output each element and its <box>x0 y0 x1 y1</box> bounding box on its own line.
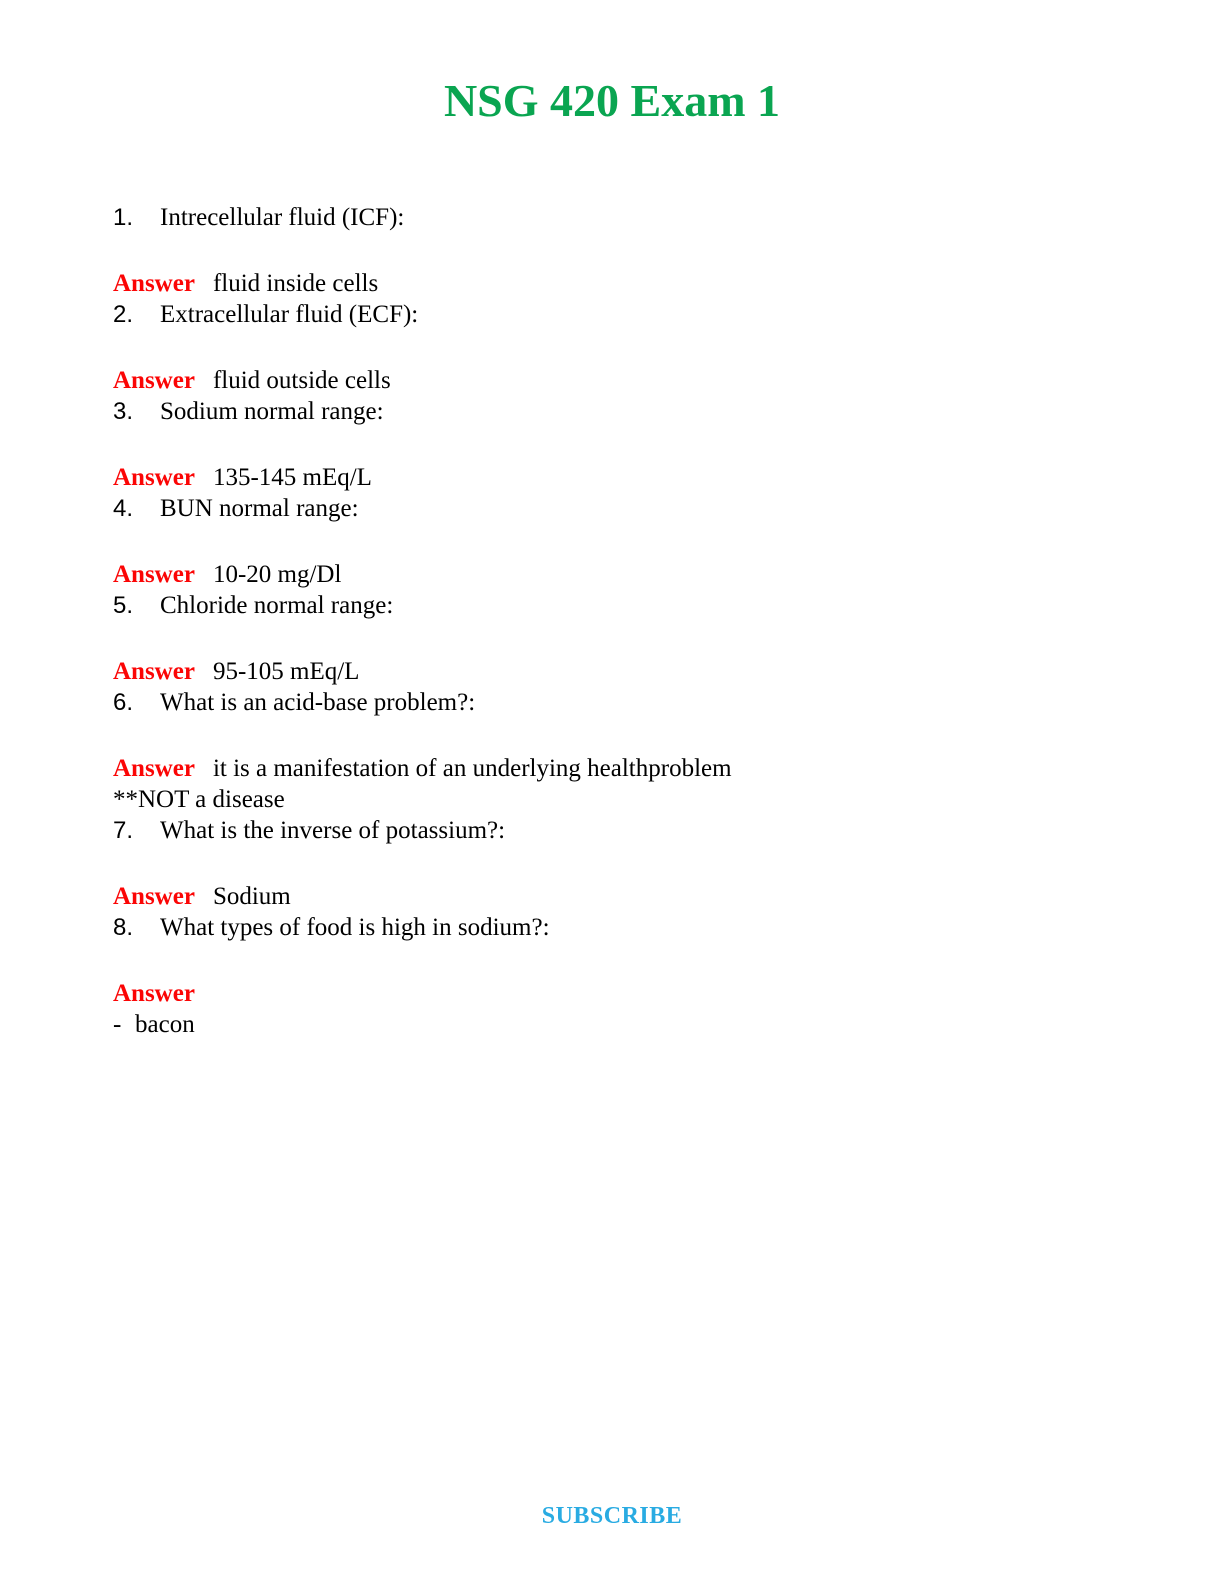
answer-text: 10-20 mg/Dl <box>212 561 342 588</box>
question-answer-block: 8. What types of food is high in sodium?:… <box>113 912 1124 1040</box>
answer-label: Answer <box>113 367 195 394</box>
question-text: Chloride normal range: <box>160 592 394 619</box>
question-answer-block: 6. What is an acid-base problem?: Answer i… <box>113 687 1124 815</box>
answer-block: Answer 135-145 mEq/L <box>113 462 1124 493</box>
question-line: 4. BUN normal range: <box>113 493 1124 524</box>
answer-block: Answer fluid inside cells <box>113 268 1124 299</box>
question-text: BUN normal range: <box>160 495 359 522</box>
subscribe-link[interactable]: SUBSCRIBE <box>541 1503 683 1529</box>
question-answer-block: 7. What is the inverse of potassium?: Ans… <box>113 815 1124 912</box>
question-number: 2. <box>113 301 134 328</box>
answer-item-text: bacon <box>135 1011 195 1038</box>
question-text: Extracellular fluid (ECF): <box>160 301 419 328</box>
question-number: 4. <box>113 495 134 522</box>
answer-block: Answer Sodium <box>113 881 1124 912</box>
question-line: 3. Sodium normal range: <box>113 396 1124 427</box>
answer-text: Sodium <box>212 883 291 910</box>
question-answer-block: 5. Chloride normal range: Answer 95-105 mE… <box>113 590 1124 687</box>
question-answer-block: 1. Intrecellular fluid (ICF): Answer fluid… <box>113 202 1124 299</box>
question-line: 2. Extracellular fluid (ECF): <box>113 299 1124 330</box>
answer-text: 135-145 mEq/L <box>212 464 372 491</box>
question-number: 1. <box>113 204 134 231</box>
answer-label: Answer <box>113 561 195 588</box>
question-number: 3. <box>113 398 134 425</box>
answer-block: Answer it is a manifestation of an underl… <box>113 753 1124 815</box>
question-answer-block: 2. Extracellular fluid (ECF): Answer fluid… <box>113 299 1124 396</box>
question-number: 7. <box>113 817 134 844</box>
answer-text: it is a manifestation of an underlying h… <box>212 755 732 782</box>
question-text: What is the inverse of potassium?: <box>160 817 506 844</box>
question-line: 1. Intrecellular fluid (ICF): <box>113 202 1124 233</box>
question-answer-block: 3. Sodium normal range: Answer 135-145 mEq… <box>113 396 1124 493</box>
question-text: What types of food is high in sodium?: <box>160 914 550 941</box>
question-text: Sodium normal range: <box>160 398 384 425</box>
answer-list-item: - bacon <box>113 1011 195 1038</box>
answer-label: Answer <box>113 883 195 910</box>
answer-label: Answer <box>113 980 195 1007</box>
answer-note: **NOT a disease <box>113 786 285 813</box>
question-number: 5. <box>113 592 134 619</box>
answer-text: fluid inside cells <box>212 270 379 297</box>
answer-label: Answer <box>113 464 195 491</box>
answer-item-dash: - <box>113 1011 122 1038</box>
question-number: 6. <box>113 689 134 716</box>
answer-text: fluid outside cells <box>212 367 391 394</box>
question-number: 8. <box>113 914 134 941</box>
answer-label: Answer <box>113 270 195 297</box>
question-line: 7. What is the inverse of potassium?: <box>113 815 1124 846</box>
answer-label: Answer <box>113 755 195 782</box>
question-line: 5. Chloride normal range: <box>113 590 1124 621</box>
subscribe-bar: SUBSCRIBE <box>0 1503 1224 1530</box>
answer-block: Answer 95-105 mEq/L <box>113 656 1124 687</box>
question-line: 8. What types of food is high in sodium?: <box>113 912 1124 943</box>
question-answer-block: 4. BUN normal range: Answer 10-20 mg/Dl <box>113 493 1124 590</box>
answer-block: Answer - bacon <box>113 978 1124 1040</box>
answer-block: Answer fluid outside cells <box>113 365 1124 396</box>
page-title: NSG 420 Exam 1 <box>443 75 781 126</box>
question-text: Intrecellular fluid (ICF): <box>160 204 405 231</box>
answer-label: Answer <box>113 658 195 685</box>
question-line: 6. What is an acid-base problem?: <box>113 687 1124 718</box>
question-text: What is an acid-base problem?: <box>160 689 476 716</box>
answer-block: Answer 10-20 mg/Dl <box>113 559 1124 590</box>
answer-text: 95-105 mEq/L <box>212 658 360 685</box>
questions-list: 1. Intrecellular fluid (ICF): Answer fluid… <box>0 126 1224 1040</box>
